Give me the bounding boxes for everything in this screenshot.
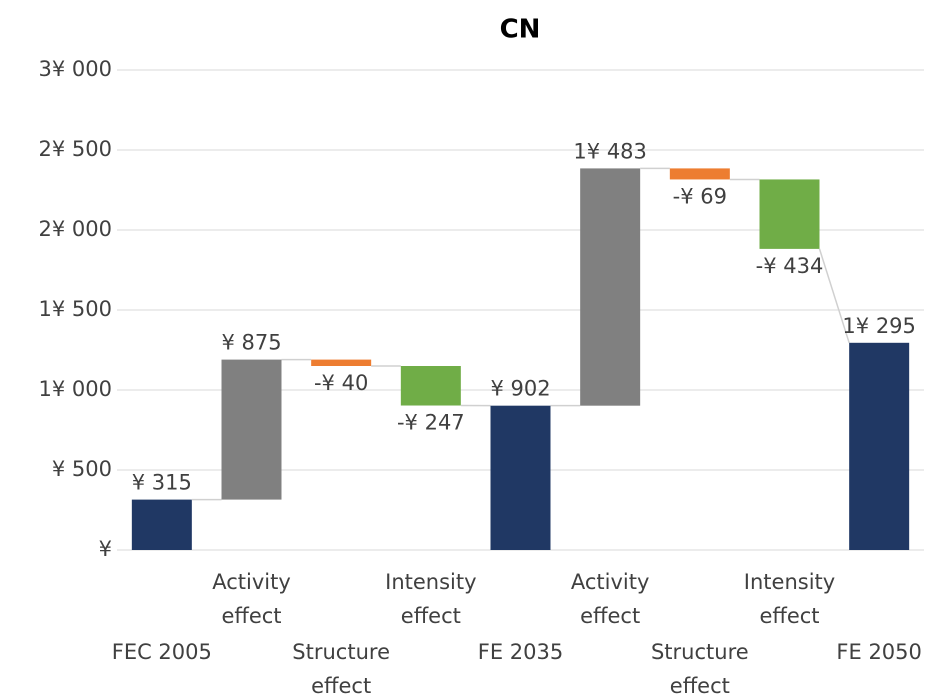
x-tick-label: FE 2035 xyxy=(477,640,564,664)
bar xyxy=(849,342,910,550)
data-label: 1¥ 295 xyxy=(842,314,915,338)
chart-title: CN xyxy=(500,15,541,45)
y-tick-label: 2¥ 000 xyxy=(39,217,112,241)
x-tick-label: Structure effect xyxy=(292,640,390,697)
data-label: 1¥ 483 xyxy=(573,139,646,163)
data-label: -¥ 247 xyxy=(397,411,465,435)
y-tick-label: ¥ 500 xyxy=(52,457,112,481)
y-tick-label: 1¥ 500 xyxy=(39,297,112,321)
data-label: ¥ 315 xyxy=(132,471,192,495)
bar xyxy=(131,499,192,550)
data-label: ¥ 902 xyxy=(490,377,550,401)
data-label: -¥ 69 xyxy=(673,184,727,208)
x-tick-label: FE 2050 xyxy=(836,640,922,664)
x-tick-label: Structure effect xyxy=(650,640,749,697)
x-tick-label: Intensity effect xyxy=(385,570,477,628)
bar xyxy=(311,359,372,366)
bar xyxy=(669,168,730,180)
y-tick-label: ¥ xyxy=(99,537,112,561)
bar xyxy=(221,359,282,500)
bar xyxy=(580,168,641,406)
x-tick-label: FEC 2005 xyxy=(111,640,212,664)
data-label: -¥ 40 xyxy=(314,371,368,395)
bar xyxy=(490,405,551,550)
x-tick-label: Intensity effect xyxy=(743,570,836,628)
y-tick-label: 2¥ 500 xyxy=(39,137,112,161)
y-tick-label: 3¥ 000 xyxy=(39,57,112,81)
y-tick-label: 1¥ 000 xyxy=(39,377,112,401)
x-tick-label: Activity effect xyxy=(212,570,291,628)
connector xyxy=(818,248,850,344)
bar xyxy=(400,366,461,406)
bar xyxy=(759,179,820,249)
data-label: -¥ 434 xyxy=(756,254,824,278)
x-tick-label: Activity effect xyxy=(570,570,650,628)
data-label: ¥ 875 xyxy=(221,331,281,355)
